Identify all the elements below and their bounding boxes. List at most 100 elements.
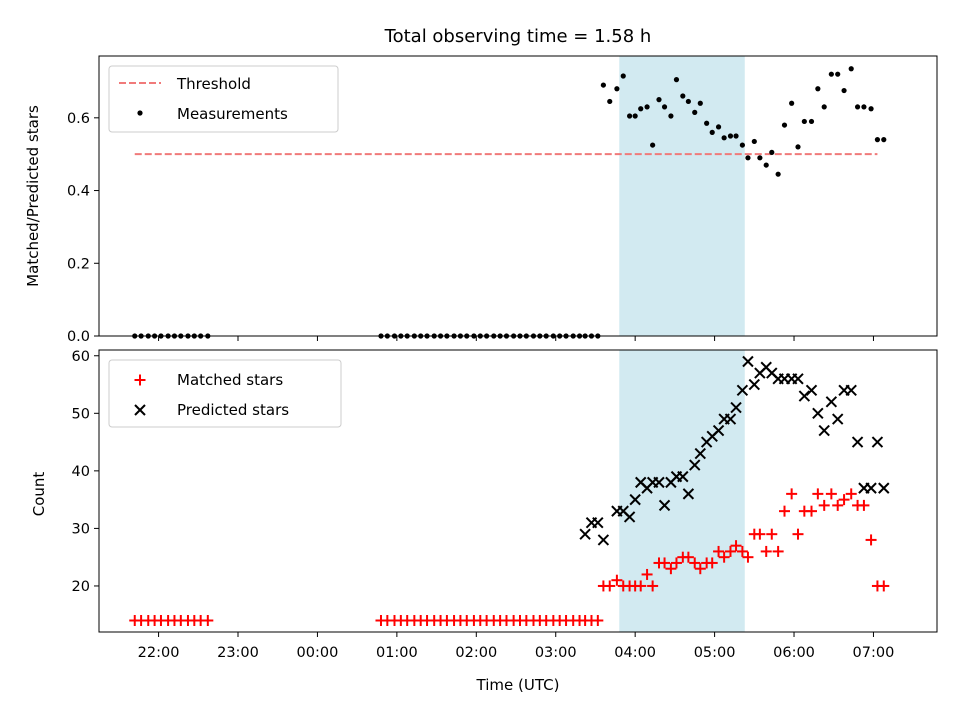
measurement-point — [868, 106, 874, 112]
measurement-point — [650, 142, 656, 148]
measurement-point — [795, 144, 801, 150]
measurement-point — [769, 149, 775, 155]
measurement-point — [715, 124, 722, 130]
measurement-point — [697, 100, 703, 106]
predicted-star-point — [742, 355, 754, 368]
top-y-tick-label: 0.0 — [67, 329, 90, 345]
matched-star-point — [641, 568, 653, 580]
measurement-point — [815, 86, 821, 92]
top-y-tick-label: 0.4 — [67, 184, 90, 200]
measurement-point — [841, 87, 847, 94]
predicted-stars-points — [579, 355, 890, 546]
predicted-star-point — [682, 488, 695, 500]
x-tick-label: 03:00 — [535, 645, 577, 661]
measurement-point — [727, 133, 734, 139]
x-tick-label: 01:00 — [376, 645, 418, 661]
measurement-point — [614, 86, 620, 92]
matched-star-point — [754, 528, 766, 540]
predicted-star-point — [865, 482, 877, 494]
matched-star-point — [766, 528, 778, 540]
legend-matched-marker — [134, 374, 146, 386]
chart-title: Total observing time = 1.58 h — [384, 26, 652, 47]
measurement-point — [751, 138, 757, 145]
measurement-point — [763, 162, 769, 168]
matched-star-point — [694, 563, 706, 575]
bottom-axes: 22:00 23:00 00:00 01:00 02:00 03:00 04:00 05:00… — [72, 349, 895, 661]
matched-star-point — [812, 488, 824, 500]
measurement-point — [607, 98, 613, 105]
top-legend-box — [108, 65, 339, 133]
matched-star-point — [742, 551, 754, 563]
matched-star-point — [858, 499, 870, 511]
predicted-star-point — [653, 476, 665, 489]
measurement-point — [739, 142, 745, 148]
bottom-legend-box — [108, 359, 342, 428]
predicted-star-point — [694, 447, 707, 460]
measurement-point — [861, 104, 867, 110]
measurement-point — [627, 113, 633, 119]
bottom-y-tick-label: 60 — [72, 349, 90, 365]
x-tick-label: 22:00 — [138, 645, 180, 661]
legend-matched-label: Matched stars — [177, 371, 283, 389]
bottom-legend: Matched stars Predicted stars — [108, 359, 342, 428]
matched-star-point — [845, 488, 857, 500]
predicted-star-point — [812, 407, 824, 420]
matched-star-point — [825, 488, 837, 500]
measurement-point — [680, 93, 686, 99]
matched-star-point — [730, 540, 742, 552]
measurement-point — [848, 66, 854, 72]
measurement-point — [821, 104, 827, 110]
matched-star-point — [832, 499, 844, 511]
bottom-y-tick-label: 40 — [72, 464, 90, 480]
measurement-point — [692, 109, 698, 115]
matched-star-point — [706, 557, 718, 569]
measurement-point — [745, 155, 751, 161]
matched-star-point — [592, 614, 604, 626]
bottom-y-tick-label: 30 — [72, 521, 90, 537]
measurement-point — [685, 98, 691, 105]
bottom-plot-frame — [98, 349, 938, 633]
predicted-star-point — [724, 413, 737, 425]
legend-measurements-label: Measurements — [177, 105, 288, 123]
legend-measurement-swatch — [137, 110, 143, 116]
predicted-star-point — [623, 511, 636, 523]
measurement-point — [789, 100, 795, 106]
predicted-star-point — [579, 528, 591, 540]
x-tick-label: 07:00 — [853, 645, 895, 661]
matched-star-point — [682, 551, 694, 563]
measurement-point — [632, 113, 638, 119]
matched-star-point — [670, 557, 682, 569]
x-axis-label: Time (UTC) — [476, 676, 560, 694]
top-band-rect — [619, 56, 745, 336]
matched-star-point — [736, 545, 748, 557]
predicted-star-point — [658, 499, 671, 512]
matched-star-point — [659, 557, 671, 569]
matched-star-point — [778, 505, 790, 517]
matched-star-point — [718, 551, 730, 563]
measurement-point — [600, 82, 606, 88]
measurement-point — [808, 118, 815, 125]
legend-matched-swatch — [134, 374, 146, 386]
matched-star-point — [604, 580, 616, 592]
matched-star-point — [878, 580, 890, 592]
predicted-star-point — [748, 378, 761, 391]
measurement-point — [757, 155, 763, 161]
matched-star-point — [724, 545, 736, 557]
matched-star-point — [760, 545, 772, 557]
predicted-star-point — [845, 384, 857, 396]
measurement-point — [673, 77, 680, 83]
measurement-point — [721, 135, 727, 141]
measurement-point — [668, 113, 674, 119]
matched-star-point — [865, 534, 877, 546]
bottom-highlight-band — [619, 350, 745, 632]
matched-star-point — [647, 580, 659, 592]
top-y-tick-label: 0.6 — [67, 111, 90, 127]
measurement-point — [874, 137, 881, 143]
matched-star-point — [786, 488, 798, 500]
predicted-star-point — [832, 413, 844, 425]
matched-star-point — [665, 563, 677, 575]
measurement-point — [828, 71, 834, 77]
matched-star-point — [772, 545, 784, 557]
measurement-point — [801, 118, 807, 125]
